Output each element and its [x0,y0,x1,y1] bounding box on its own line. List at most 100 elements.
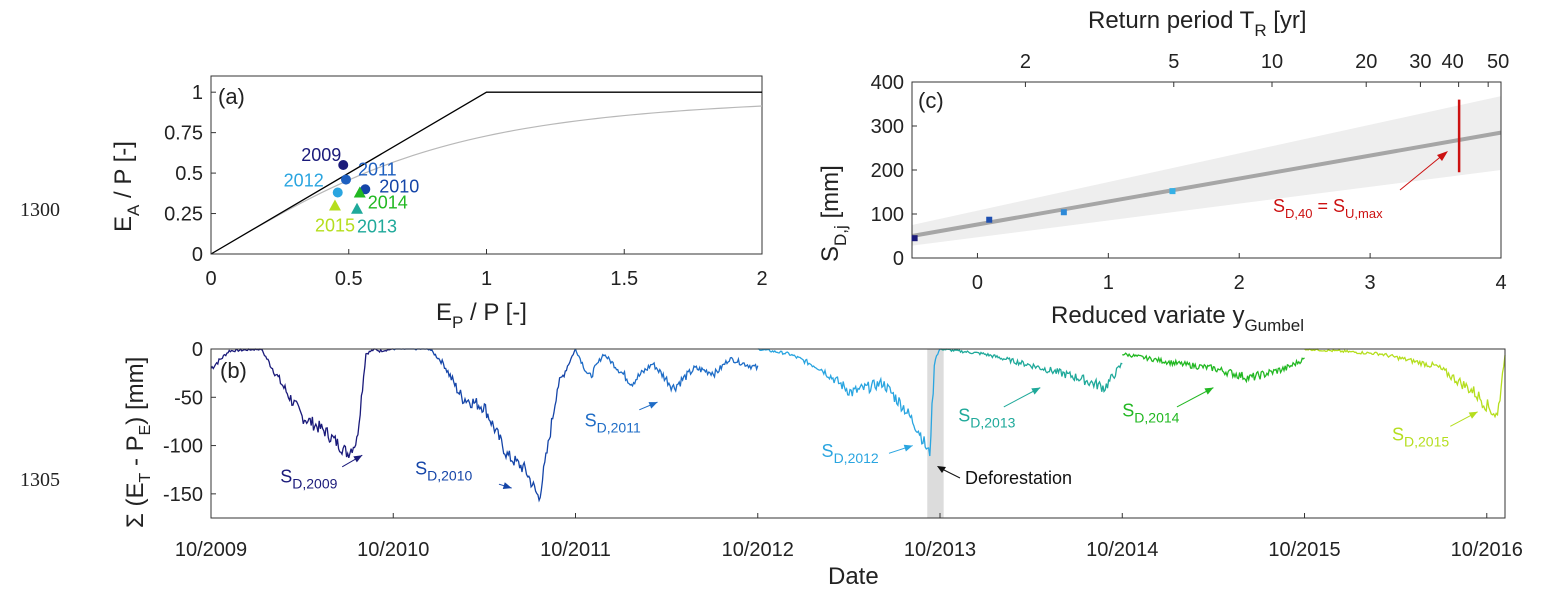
panel-c-confidence-band [912,96,1501,246]
svg-text:EP / P [-]: EP / P [-] [436,299,527,332]
point-label-2011: 2011 [358,160,397,180]
storage-label-3: SD,2012 [822,441,879,466]
panel-a-xtick-label: 2 [756,268,767,290]
panel-c-points [911,99,1461,242]
point-2009 [338,160,349,170]
panel-a-ytick-label: 1 [192,82,203,104]
panel-b-xlabel: Date [828,563,879,590]
storage-label-0: SD,2009 [280,466,337,491]
point-2012 [332,187,343,198]
panel-a-xtick-label: 1 [481,268,492,290]
point-2013 [351,202,364,214]
storage-label-arrowhead-1 [502,482,512,490]
svg-text:EA / P [-]: EA / P [-] [110,141,143,232]
panel-a-ytick-label: 0.75 [164,123,203,145]
svg-text:Σ (ET - PE) [mm]: Σ (ET - PE) [mm] [122,357,154,528]
panel-b: 10/2009 10/2010 10/2011 10/2012 10/2013 10/20… [122,339,1523,590]
storage-label-1: SD,2010 [415,459,472,484]
panel-c-top-axis-label: Return period TR [yr] [1088,7,1307,40]
panel-b-ylabel: Σ (ET - PE) [mm] [122,357,154,528]
panel-a: 0 0.5 1 1.5 200.250.50.751 20092011201020122… [110,75,768,332]
svg-text:SD,j [mm]: SD,j [mm] [817,165,850,262]
panel-c-fit-line [911,130,1502,238]
confidence-band-area [912,96,1501,246]
panel-a-xtick-label: 1.5 [610,268,638,290]
panel-b-xtick-label: 10/2009 [175,539,247,561]
deforestation-arrow [941,468,961,479]
panel-b-ticks: 10/2009 10/2010 10/2011 10/2012 10/2013 10/20… [163,339,1523,561]
panel-c-toptick-label: 50 [1487,51,1509,73]
point-label-2009: 2009 [301,145,341,165]
deforestation-label: Deforestation [965,468,1072,488]
return-period-point [1060,209,1067,216]
svg-text:Reduced variate yGumbel: Reduced variate yGumbel [1051,302,1304,335]
panel-a-xlabel: EP / P [-] [436,299,527,332]
return-period-point [1169,188,1176,195]
point-label-2010: 2010 [379,176,419,196]
series-line-S-D-2011 [574,348,759,393]
panel-c-xtick-label: 0 [972,272,983,294]
storage-label-6: SD,2015 [1392,425,1449,450]
panel-c-toptick-label: 5 [1168,51,1179,73]
panel-a-ylabel: EA / P [-] [110,141,143,232]
panel-b-xtick-label: 10/2014 [1086,539,1158,561]
panel-a-frame [210,75,763,255]
series-line-S-D-2013 [939,348,1123,394]
panel-c-ytick-label: 100 [871,204,904,226]
panel-c-xtick-label: 1 [1103,272,1114,294]
panel-c-xlabel: Reduced variate yGumbel [1051,302,1304,335]
storage-label-arrowhead-5 [1204,387,1214,395]
panel-b-xtick-label: 10/2015 [1268,539,1340,561]
panel-a-ytick-label: 0.5 [175,163,203,185]
panel-a-curves [210,91,763,255]
storage-label-arrowhead-6 [1468,411,1478,419]
panel-b-ytick-label: -100 [163,436,203,458]
panel-a-ticks: 0 0.5 1 1.5 2 0 0.25 0.5 0.75 1 [164,82,768,290]
panel-b-ytick-label: 0 [192,339,203,361]
panel-b-ytick-label: -150 [163,484,203,506]
point-2010 [360,184,371,195]
svg-text:Return period TR [yr]: Return period TR [yr] [1088,7,1307,40]
storage-label-arrowhead-0 [353,455,363,463]
line-number-1300: 1300 [20,199,60,221]
series-line-S-D-2009 [210,348,394,458]
energy-water-limit-line [210,91,762,255]
panel-c-ytick-label: 400 [871,72,904,94]
panel-c-toptick-label: 20 [1355,51,1377,73]
deforestation-shaded-period [927,349,944,518]
point-label-2014: 2014 [368,193,408,213]
budyko-curve [210,105,763,255]
panel-b-series [210,348,1506,503]
panel-a-xtick-label: 0 [205,268,216,290]
point-2015 [328,199,341,211]
point-2014 [353,186,366,198]
return-period-point [911,235,918,242]
panel-a-label: (a) [218,84,245,109]
panel-a-ytick-label: 0.25 [164,204,203,226]
panel-c-annotation-arrow [1399,153,1445,191]
deforestation-arrowhead [937,466,946,473]
series-line-S-D-2015 [1304,348,1506,419]
panel-b-xtick-label: 10/2013 [904,539,976,561]
point-label-2013: 2013 [357,217,397,237]
panel-b-xtick-label: 10/2012 [722,539,794,561]
storage-label-2: SD,2011 [585,410,641,435]
series-line-S-D-2014 [1122,352,1305,384]
panel-b-storage-labels: SD,2009 SD,2010 SD,2011 SD,2012 SD,2013 SD,20… [280,387,1478,491]
storage-label-arrowhead-3 [903,444,913,452]
svg-text:SD,40 = SU,max: SD,40 = SU,max [1273,196,1383,221]
panel-c-toptick-label: 30 [1409,51,1431,73]
panel-c-xtick-label: 2 [1234,272,1245,294]
panel-c-toptick-label: 10 [1261,51,1283,73]
storage-label-4: SD,2013 [958,405,1015,430]
panel-c-ytick-label: 200 [871,160,904,182]
panel-a-xtick-label: 0.5 [335,268,363,290]
panel-b-ytick-label: -50 [174,387,203,409]
storage-label-5: SD,2014 [1122,401,1179,426]
panel-b-xtick-label: 10/2016 [1451,539,1523,561]
storage-label-arrowhead-2 [648,402,658,409]
panel-b-xtick-label: 10/2010 [357,539,429,561]
